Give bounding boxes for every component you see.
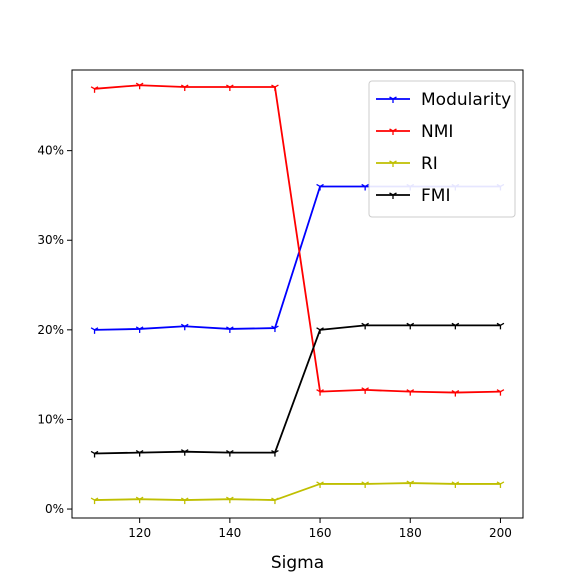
series-line-fmi <box>94 324 501 455</box>
legend: Modularity NMI RI FMI <box>368 80 516 218</box>
x-tick-label: 120 <box>128 526 151 540</box>
data-point-fmi <box>90 450 99 458</box>
legend-marker <box>389 160 397 167</box>
legend-label: NMI <box>421 122 453 142</box>
data-point-nmi <box>406 389 415 396</box>
data-point-fmi <box>361 322 369 330</box>
legend-box <box>368 80 516 218</box>
legend-marker <box>389 96 397 103</box>
y-tick-label: 0% <box>45 502 64 516</box>
data-point-nmi <box>135 82 144 90</box>
data-point-fmi <box>316 327 324 334</box>
x-tick-label: 160 <box>309 526 332 540</box>
legend-marker <box>389 192 397 199</box>
data-point-nmi <box>496 389 505 396</box>
series-fmi <box>90 322 505 458</box>
data-point-modularity <box>361 183 369 191</box>
data-point-nmi <box>316 389 324 396</box>
y-axis-ticks: 0% 10% 20% 30% 40% <box>37 144 72 516</box>
series-nmi <box>90 82 505 397</box>
data-point-modularity <box>271 325 279 333</box>
legend-label: RI <box>421 154 438 174</box>
x-axis-label: Sigma <box>271 553 324 573</box>
data-point-modularity <box>226 326 234 333</box>
data-point-nmi <box>361 387 369 394</box>
legend-item-fmi: FMI <box>376 186 450 206</box>
data-point-nmi <box>180 84 189 92</box>
legend-item-modularity: Modularity <box>376 90 511 110</box>
data-point-fmi <box>406 322 415 330</box>
data-point-fmi <box>180 449 189 456</box>
data-point-ri <box>135 496 144 504</box>
y-tick-label: 40% <box>37 144 64 158</box>
x-tick-label: 180 <box>399 526 422 540</box>
x-tick-label: 140 <box>218 526 241 540</box>
data-point-ri <box>406 480 415 488</box>
y-tick-label: 10% <box>37 412 64 426</box>
data-point-ri <box>90 497 99 505</box>
y-tick-label: 30% <box>37 233 64 247</box>
data-point-ri <box>180 497 189 505</box>
data-point-modularity <box>90 327 99 334</box>
legend-label: FMI <box>421 186 450 206</box>
data-point-ri <box>316 481 324 488</box>
x-tick-label: 200 <box>489 526 512 540</box>
data-point-nmi <box>271 84 279 92</box>
y-tick-label: 20% <box>37 323 64 337</box>
data-point-nmi <box>90 86 99 93</box>
legend-marker <box>389 128 397 135</box>
data-point-fmi <box>271 450 279 457</box>
data-point-fmi <box>451 322 460 330</box>
data-point-modularity <box>135 326 144 333</box>
data-point-fmi <box>226 450 234 457</box>
x-axis-ticks: 120 140 160 180 200 <box>128 518 512 540</box>
data-point-modularity <box>180 323 189 331</box>
series-line-ri <box>94 482 501 501</box>
series-line-nmi <box>94 84 501 394</box>
series-ri <box>90 480 505 505</box>
data-point-ri <box>496 481 505 488</box>
data-point-nmi <box>226 84 234 92</box>
data-point-fmi <box>496 322 505 330</box>
data-point-ri <box>226 496 234 504</box>
data-point-fmi <box>135 450 144 457</box>
legend-item-nmi: NMI <box>376 122 453 142</box>
data-point-ri <box>361 481 369 488</box>
data-point-modularity <box>316 183 324 191</box>
data-point-ri <box>451 481 460 488</box>
data-point-ri <box>271 497 279 505</box>
legend-label: Modularity <box>421 90 511 110</box>
legend-item-ri: RI <box>376 154 438 174</box>
data-point-nmi <box>451 389 460 397</box>
series-layer <box>90 82 505 505</box>
